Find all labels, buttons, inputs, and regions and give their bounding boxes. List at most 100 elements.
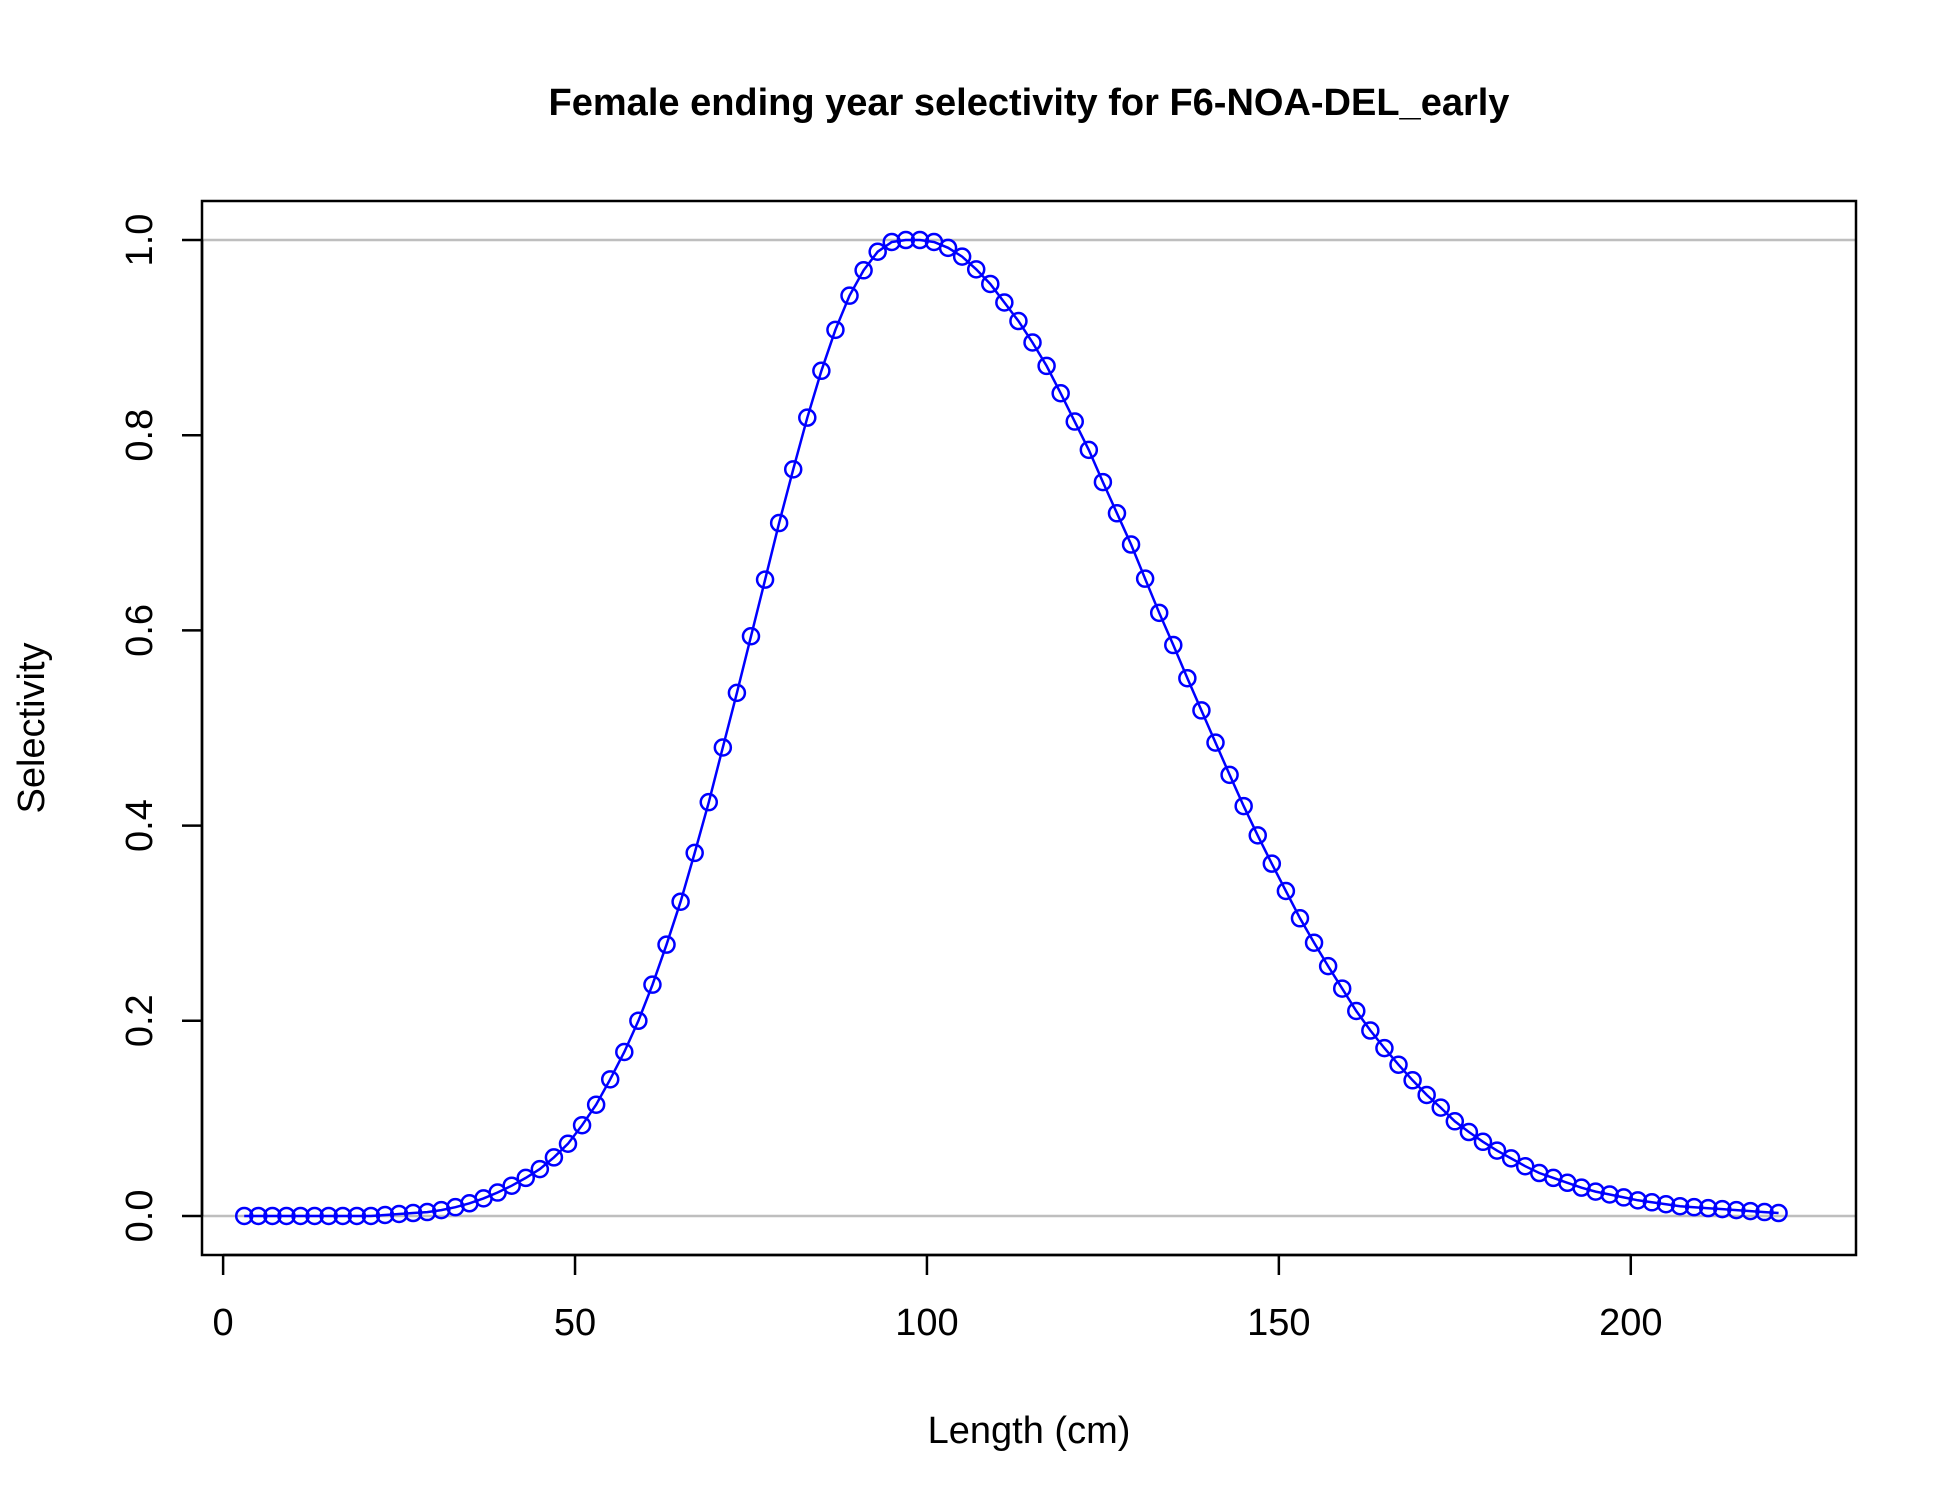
data-point: [1628, 1191, 1648, 1210]
data-point: [586, 1095, 606, 1114]
data-point: [375, 1205, 395, 1225]
chart-title: Female ending year selectivity for F6-NO…: [549, 82, 1510, 124]
reference-lines: [202, 238, 1856, 1218]
x-axis-label: Length (cm): [928, 1410, 1131, 1452]
data-point: [1051, 384, 1070, 403]
data-point: [319, 1206, 338, 1226]
data-point: [1220, 765, 1239, 785]
data-point: [657, 935, 676, 954]
x-tick-label: 200: [1599, 1302, 1662, 1344]
series-line: [244, 238, 1779, 1218]
data-point: [1586, 1182, 1605, 1201]
data-point: [403, 1203, 423, 1223]
data-point: [1107, 504, 1127, 523]
data-point: [1501, 1149, 1521, 1168]
x-axis: 0 50 100 150 200: [213, 1253, 1662, 1344]
data-point: [1684, 1197, 1704, 1217]
data-point: [1741, 1201, 1760, 1221]
data-point: [249, 1206, 268, 1226]
data-point: [910, 230, 930, 250]
data-point: [826, 320, 845, 340]
data-point: [1473, 1132, 1493, 1152]
data-point: [755, 570, 775, 589]
data-point: [389, 1204, 409, 1224]
data-point: [1727, 1200, 1746, 1220]
series-layer: [234, 230, 1788, 1226]
data-point: [896, 230, 916, 250]
data-point: [685, 843, 704, 863]
data-point: [769, 513, 789, 533]
data-point: [1487, 1141, 1507, 1160]
data-point: [1769, 1203, 1788, 1223]
data-point: [643, 975, 662, 994]
data-point: [783, 460, 803, 479]
data-point: [1445, 1112, 1465, 1131]
data-point: [234, 1206, 254, 1226]
data-point: [840, 286, 859, 305]
data-point: [263, 1206, 282, 1226]
data-point: [1332, 979, 1352, 998]
data-point: [1417, 1085, 1436, 1105]
data-point: [1037, 356, 1056, 376]
data-point: [432, 1200, 451, 1220]
data-point: [1023, 333, 1042, 352]
data-point: [938, 238, 958, 258]
x-tick-label: 100: [895, 1302, 958, 1344]
y-axis: 0.0 0.2 0.4 0.6 0.8 1.0: [119, 214, 204, 1243]
data-point: [1192, 701, 1211, 720]
data-point: [1670, 1196, 1690, 1216]
data-point: [1459, 1122, 1479, 1142]
data-point: [572, 1115, 592, 1135]
data-point: [1248, 826, 1267, 845]
data-point: [854, 261, 873, 280]
data-point: [1262, 854, 1282, 873]
x-tick-label: 50: [554, 1302, 596, 1344]
y-tick-label: 0.0: [119, 1190, 161, 1243]
data-point: [1389, 1055, 1408, 1074]
data-point: [600, 1070, 620, 1089]
x-tick-label: 0: [213, 1302, 234, 1344]
data-point: [1178, 668, 1197, 688]
data-point: [1347, 1001, 1366, 1021]
data-point: [333, 1206, 353, 1226]
data-point: [1375, 1038, 1394, 1058]
y-tick-label: 0.4: [119, 799, 161, 852]
data-point: [1149, 603, 1169, 623]
data-point: [544, 1148, 564, 1167]
y-tick-label: 0.2: [119, 994, 161, 1047]
data-point: [1713, 1199, 1732, 1219]
data-point: [727, 683, 747, 703]
y-tick-label: 0.6: [119, 604, 161, 657]
y-tick-label: 0.8: [119, 409, 161, 462]
data-point: [1093, 472, 1113, 492]
data-point: [1290, 909, 1310, 928]
data-point: [558, 1134, 578, 1153]
data-point: [1164, 635, 1183, 655]
data-point: [1698, 1198, 1718, 1218]
data-point: [417, 1202, 437, 1222]
data-point: [741, 627, 761, 646]
data-point: [671, 892, 690, 911]
y-axis-label: Selectivity: [11, 642, 53, 813]
data-point: [798, 408, 817, 427]
data-point: [1642, 1193, 1662, 1212]
data-point: [502, 1176, 521, 1195]
data-point: [713, 738, 733, 757]
data-point: [995, 293, 1014, 312]
data-point: [1121, 535, 1141, 554]
data-point: [291, 1206, 310, 1226]
data-point: [277, 1206, 296, 1226]
data-point: [1079, 440, 1099, 460]
data-point: [1431, 1098, 1450, 1117]
data-point: [1318, 956, 1338, 976]
data-point: [812, 361, 831, 381]
data-point: [1065, 412, 1084, 431]
data-point: [699, 792, 719, 812]
data-point: [952, 247, 972, 266]
data-point: [1403, 1071, 1422, 1090]
data-point: [1135, 569, 1155, 588]
data-point: [1276, 881, 1296, 901]
data-point: [516, 1168, 536, 1188]
data-point: [1304, 933, 1324, 952]
